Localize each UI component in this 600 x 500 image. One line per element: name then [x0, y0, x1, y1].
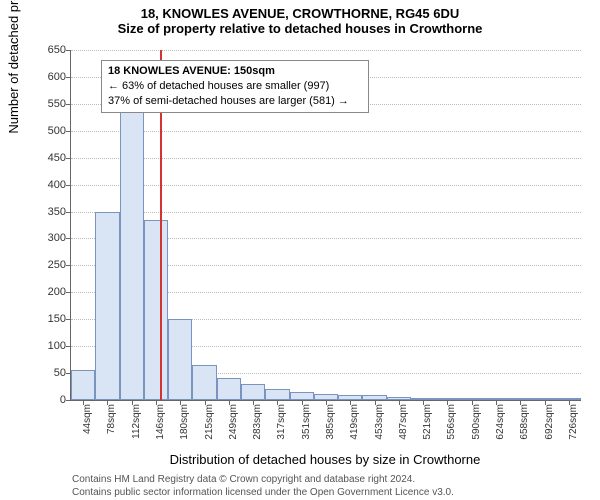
x-tick-label: 317sqm — [276, 404, 287, 454]
y-tick-label: 200 — [26, 286, 66, 298]
x-tick-label: 726sqm — [568, 404, 579, 454]
histogram-bar — [217, 378, 241, 400]
annotation-box: 18 KNOWLES AVENUE: 150sqm ← 63% of detac… — [101, 60, 369, 113]
y-tick-mark — [66, 158, 71, 159]
annotation-line2: ← 63% of detached houses are smaller (99… — [108, 79, 362, 94]
x-tick-label: 624sqm — [495, 404, 506, 454]
footer-line1: Contains HM Land Registry data © Crown c… — [72, 474, 454, 487]
y-tick-label: 450 — [26, 152, 66, 164]
histogram-bar — [290, 392, 314, 400]
y-tick-label: 50 — [26, 367, 66, 379]
footer-line2: Contains public sector information licen… — [72, 487, 454, 500]
x-tick-label: 283sqm — [252, 404, 263, 454]
x-tick-label: 78sqm — [106, 404, 117, 454]
x-tick-label: 351sqm — [301, 404, 312, 454]
y-tick-mark — [66, 373, 71, 374]
x-tick-label: 556sqm — [446, 404, 457, 454]
histogram-bar — [144, 220, 168, 400]
y-tick-label: 150 — [26, 313, 66, 325]
footer-attribution: Contains HM Land Registry data © Crown c… — [72, 474, 454, 499]
y-tick-mark — [66, 185, 71, 186]
x-axis-label: Distribution of detached houses by size … — [70, 452, 580, 467]
y-tick-mark — [66, 265, 71, 266]
x-tick-label: 487sqm — [398, 404, 409, 454]
chart-title-line2: Size of property relative to detached ho… — [0, 21, 600, 40]
y-tick-mark — [66, 319, 71, 320]
y-tick-mark — [66, 292, 71, 293]
x-tick-label: 44sqm — [82, 404, 93, 454]
histogram-bar — [95, 212, 119, 400]
x-tick-label: 590sqm — [471, 404, 482, 454]
histogram-bar — [120, 109, 144, 400]
histogram-bar — [168, 319, 192, 400]
y-tick-label: 600 — [26, 71, 66, 83]
y-tick-label: 250 — [26, 259, 66, 271]
y-tick-label: 400 — [26, 179, 66, 191]
x-tick-label: 249sqm — [228, 404, 239, 454]
y-tick-mark — [66, 50, 71, 51]
x-tick-label: 146sqm — [155, 404, 166, 454]
y-tick-label: 0 — [26, 394, 66, 406]
y-tick-mark — [66, 131, 71, 132]
chart-title-line1: 18, KNOWLES AVENUE, CROWTHORNE, RG45 6DU — [0, 0, 600, 21]
histogram-bar — [192, 365, 216, 400]
x-tick-label: 658sqm — [519, 404, 530, 454]
y-tick-label: 500 — [26, 125, 66, 137]
y-tick-mark — [66, 77, 71, 78]
x-tick-label: 692sqm — [544, 404, 555, 454]
y-tick-label: 650 — [26, 44, 66, 56]
histogram-bar — [71, 370, 95, 400]
annotation-line3: 37% of semi-detached houses are larger (… — [108, 94, 362, 109]
x-tick-label: 112sqm — [131, 404, 142, 454]
y-tick-mark — [66, 400, 71, 401]
x-tick-label: 453sqm — [374, 404, 385, 454]
y-tick-label: 100 — [26, 340, 66, 352]
y-tick-mark — [66, 238, 71, 239]
annotation-line1: 18 KNOWLES AVENUE: 150sqm — [108, 64, 362, 79]
plot-area: 18 KNOWLES AVENUE: 150sqm ← 63% of detac… — [70, 50, 581, 401]
y-tick-label: 300 — [26, 232, 66, 244]
histogram-bar — [265, 389, 289, 400]
chart-container: 18, KNOWLES AVENUE, CROWTHORNE, RG45 6DU… — [0, 0, 600, 500]
histogram-bar — [241, 384, 265, 400]
x-tick-label: 180sqm — [179, 404, 190, 454]
y-tick-mark — [66, 104, 71, 105]
y-axis-label: Number of detached properties — [6, 0, 21, 219]
y-tick-label: 550 — [26, 98, 66, 110]
y-tick-label: 350 — [26, 206, 66, 218]
x-tick-label: 521sqm — [422, 404, 433, 454]
x-tick-label: 385sqm — [325, 404, 336, 454]
y-tick-mark — [66, 212, 71, 213]
x-tick-label: 419sqm — [349, 404, 360, 454]
x-tick-label: 215sqm — [204, 404, 215, 454]
y-tick-mark — [66, 346, 71, 347]
